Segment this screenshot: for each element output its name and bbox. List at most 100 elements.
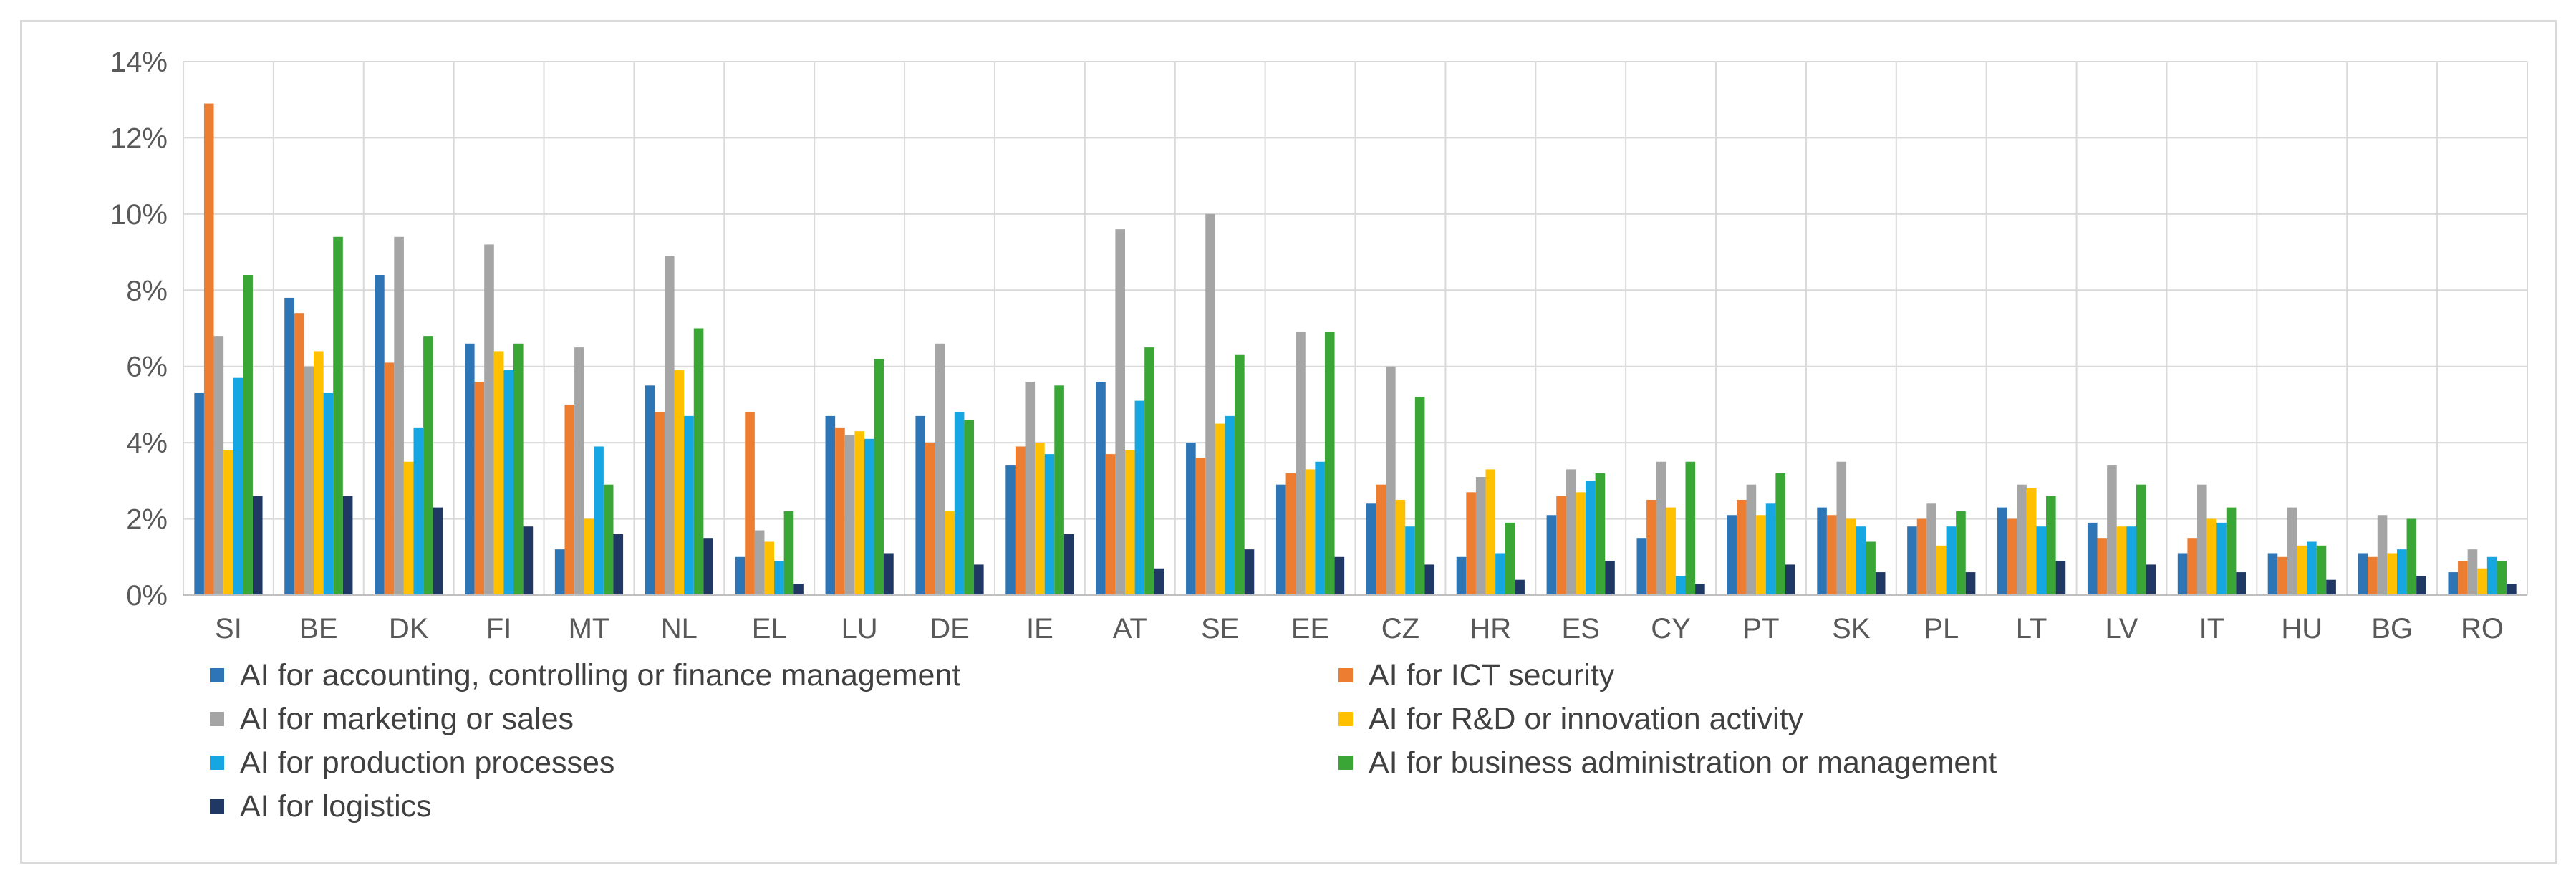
y-tick-label: 10% (110, 199, 168, 231)
x-tick-label: IT (2199, 613, 2225, 645)
bar-PL-series-2 (1916, 518, 1927, 595)
bar-LV-series-1 (2087, 522, 2098, 595)
x-tick-label: BE (299, 613, 337, 645)
bar-CY-series-4 (1666, 507, 1676, 595)
legend-item: AI for production processes (210, 745, 614, 780)
bar-FI-series-3 (484, 244, 494, 595)
legend-label: AI for accounting, controlling or financ… (240, 658, 960, 692)
bar-CZ-series-3 (1386, 366, 1396, 595)
bar-AT-series-6 (1144, 347, 1154, 595)
bar-LV-series-2 (2097, 538, 2108, 595)
x-tick-label: DE (930, 613, 970, 645)
bar-HU-series-6 (2316, 545, 2327, 595)
bar-EE-series-5 (1315, 461, 1325, 595)
bar-EE-series-2 (1285, 473, 1296, 595)
x-tick-label: SE (1201, 613, 1239, 645)
bar-SI-series-6 (243, 275, 253, 595)
bar-CZ-series-7 (1424, 564, 1435, 595)
bar-HR-series-2 (1466, 492, 1476, 595)
bar-IT-series-4 (2206, 518, 2217, 595)
bar-NL-series-3 (664, 256, 675, 595)
x-tick-label: PL (1924, 613, 1959, 645)
bar-LT-series-1 (1997, 507, 2007, 595)
bar-MT-series-3 (574, 347, 584, 595)
bar-HU-series-4 (2297, 545, 2307, 595)
bar-SE-series-6 (1235, 354, 1245, 595)
bar-IE-series-6 (1054, 385, 1064, 595)
bar-PL-series-7 (1965, 572, 1976, 595)
bar-PT-series-3 (1746, 484, 1757, 595)
bar-AT-series-7 (1154, 568, 1164, 595)
bar-FI-series-1 (465, 343, 475, 595)
bar-AT-series-5 (1134, 400, 1145, 595)
bar-DE-series-7 (974, 564, 984, 595)
bar-CY-series-3 (1656, 461, 1666, 595)
bar-LV-series-4 (2116, 526, 2127, 595)
bar-SI-series-3 (213, 336, 224, 595)
bar-SE-series-2 (1195, 458, 1206, 595)
bar-LU-series-5 (864, 438, 874, 595)
bar-SK-series-5 (1856, 526, 1866, 595)
bar-LU-series-3 (844, 435, 855, 595)
bar-LV-series-3 (2107, 465, 2117, 595)
x-tick-label: FI (486, 613, 512, 645)
bar-DK-series-2 (384, 362, 395, 595)
bar-IT-series-7 (2236, 572, 2246, 595)
bar-LU-series-4 (854, 431, 864, 595)
axis-layer: 0% 2% 4% 6% 8% 10% 12% 14% SI BE DK FI MT NL EL LU DE IE A… (110, 47, 2527, 645)
bar-SE-series-5 (1225, 415, 1235, 595)
bar-BE-series-2 (294, 313, 304, 595)
bar-EE-series-3 (1296, 332, 1306, 595)
bar-PT-series-4 (1756, 515, 1766, 595)
bar-BE-series-7 (342, 496, 353, 595)
bar-PT-series-2 (1736, 499, 1747, 595)
legend-swatch (210, 712, 224, 726)
x-tick-label: EE (1291, 613, 1329, 645)
x-tick-label: LT (2016, 613, 2047, 645)
legend-swatch (1338, 756, 1353, 770)
bar-BG-series-5 (2396, 549, 2407, 595)
bar-RO-series-6 (2497, 561, 2507, 595)
bar-FI-series-7 (523, 526, 534, 595)
bar-MT-series-4 (584, 518, 594, 595)
bar-FI-series-2 (474, 382, 485, 595)
bar-HU-series-2 (2277, 556, 2287, 595)
bar-DE-series-1 (915, 415, 926, 595)
bar-ES-series-6 (1595, 473, 1606, 595)
legend-item: AI for marketing or sales (210, 702, 574, 736)
bar-SK-series-6 (1866, 541, 1876, 595)
bar-EE-series-7 (1334, 556, 1345, 595)
bar-BE-series-1 (284, 297, 294, 595)
bar-LU-series-2 (835, 427, 845, 595)
bar-DK-series-5 (413, 427, 424, 595)
bar-NL-series-2 (655, 412, 665, 595)
x-tick-label: MT (569, 613, 610, 645)
bar-BE-series-6 (333, 236, 343, 595)
bar-PL-series-4 (1936, 545, 1947, 595)
bar-EE-series-4 (1305, 469, 1316, 595)
legend-item: AI for logistics (210, 789, 432, 824)
bar-LV-series-5 (2126, 526, 2136, 595)
bar-HU-series-1 (2267, 553, 2278, 595)
legend-swatch (1338, 712, 1353, 726)
bar-DK-series-3 (394, 236, 404, 595)
bar-EL-series-4 (764, 541, 775, 595)
y-tick-label: 0% (126, 580, 168, 612)
bar-MT-series-1 (554, 549, 565, 595)
bar-ES-series-7 (1605, 561, 1615, 595)
bar-LV-series-7 (2146, 564, 2156, 595)
bar-FI-series-4 (493, 351, 504, 595)
legend-item: AI for ICT security (1338, 658, 1615, 692)
bar-HR-series-6 (1505, 522, 1515, 595)
bar-LU-series-1 (825, 415, 836, 595)
legend-label: AI for ICT security (1369, 658, 1615, 692)
y-tick-label: 8% (126, 275, 168, 307)
legend-label: AI for business administration or manage… (1369, 745, 1997, 780)
x-tick-label: NL (661, 613, 698, 645)
bar-PL-series-6 (1956, 511, 1966, 595)
bar-NL-series-5 (684, 415, 694, 595)
bar-SE-series-7 (1244, 549, 1255, 595)
bar-LT-series-2 (2007, 518, 2017, 595)
bar-CZ-series-4 (1395, 499, 1406, 595)
y-tick-label: 4% (126, 428, 168, 459)
